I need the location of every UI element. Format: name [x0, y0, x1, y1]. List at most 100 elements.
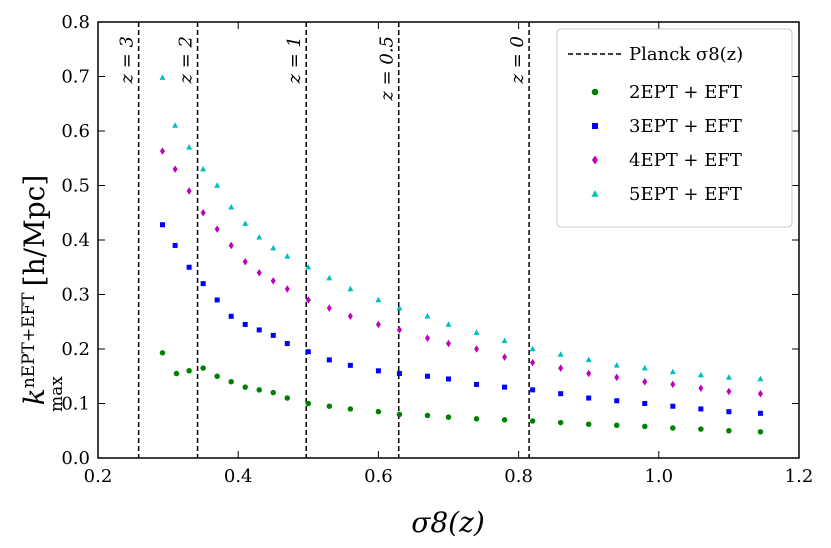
data-point [474, 381, 480, 387]
data-point [270, 277, 276, 285]
data-point [757, 389, 763, 398]
data-point [529, 345, 536, 352]
legend-box [556, 28, 793, 228]
data-point [446, 376, 451, 382]
data-point [529, 418, 536, 424]
data-point [396, 411, 403, 418]
data-point [214, 297, 220, 303]
data-point [284, 395, 291, 401]
data-point [305, 264, 312, 270]
data-point [641, 364, 648, 371]
data-point [614, 398, 620, 404]
data-point [172, 242, 178, 248]
data-point [530, 358, 536, 367]
x-tick-label: 0.8 [504, 466, 533, 487]
data-point [228, 204, 235, 210]
data-point [242, 384, 248, 390]
planck-line-label: z = 1 [284, 36, 305, 84]
data-point [347, 406, 354, 412]
data-point [725, 374, 732, 380]
data-point [642, 401, 648, 406]
data-point [347, 285, 354, 292]
svg-text:knEPT+EFT[h/Mpc]: knEPT+EFT [h/Mpc] [18, 175, 51, 406]
data-point [186, 368, 192, 374]
data-point [305, 400, 312, 407]
data-point [256, 234, 263, 240]
data-point [270, 389, 276, 396]
data-point [214, 373, 220, 379]
data-point [375, 368, 381, 374]
data-point [214, 225, 220, 233]
data-point [284, 285, 290, 293]
x-tick-label: 1.0 [644, 466, 673, 487]
data-point [375, 296, 382, 303]
data-point [326, 274, 333, 281]
data-point [726, 428, 732, 434]
data-point [173, 370, 180, 377]
series-circle [159, 350, 764, 435]
data-point [557, 351, 564, 357]
y-tick-label: 0.8 [61, 12, 90, 33]
legend-planck-label: Planck σ8(z) [629, 44, 743, 65]
data-point [473, 329, 480, 335]
data-point [642, 423, 648, 430]
data-point [557, 419, 564, 426]
y-tick-label: 0.0 [61, 448, 90, 469]
data-point [501, 417, 508, 423]
legend-entry-label: 4EPT + EFT [629, 150, 742, 171]
data-point [159, 222, 165, 228]
y-tick-label: 0.5 [61, 176, 90, 197]
legend-entry-label: 5EPT + EFT [629, 184, 742, 205]
data-point [172, 165, 178, 173]
data-point [396, 371, 402, 377]
series-triangle [159, 74, 764, 382]
data-point [642, 377, 648, 386]
data-point [586, 395, 592, 401]
data-point [502, 384, 508, 390]
data-point [558, 391, 564, 397]
data-point [326, 357, 332, 363]
planck-line-label: z = 0 [507, 36, 528, 84]
data-point [347, 312, 353, 321]
data-point [698, 406, 704, 412]
y-axis-title-sub: max [47, 376, 67, 412]
data-point [305, 349, 311, 355]
y-axis-title-sup: nEPT+EFT [19, 292, 39, 389]
data-point [200, 365, 206, 371]
data-point [159, 350, 166, 356]
legend-entry-label: 3EPT + EFT [629, 116, 742, 137]
data-points [159, 74, 764, 435]
data-point [445, 321, 452, 327]
data-point [375, 320, 381, 329]
data-point [396, 326, 402, 334]
series-diamond [159, 147, 763, 398]
data-point [284, 253, 291, 259]
data-point [473, 416, 480, 422]
data-point [445, 414, 452, 420]
y-tick-label: 0.6 [61, 121, 90, 142]
data-point [284, 341, 290, 347]
x-tick-label: 0.6 [364, 466, 393, 487]
planck-line-label: z = 3 [117, 36, 138, 84]
data-point [256, 327, 262, 333]
data-point [698, 384, 704, 392]
data-point [585, 356, 592, 363]
data-point [726, 387, 732, 396]
data-point [326, 304, 332, 312]
data-point [757, 410, 763, 416]
data-point [669, 368, 676, 375]
data-point [586, 369, 592, 378]
data-point [726, 409, 732, 415]
data-point [558, 364, 564, 372]
data-point [200, 165, 207, 172]
data-point [172, 122, 179, 128]
data-point [670, 403, 676, 409]
legend-marker [591, 88, 599, 96]
y-axis-title: knEPT+EFT [h/Mpc] max [18, 175, 67, 412]
data-point [530, 387, 536, 393]
data-point [186, 187, 192, 195]
legend-marker [591, 190, 599, 197]
data-point [242, 321, 248, 327]
y-axis-title-main: k [18, 388, 51, 405]
